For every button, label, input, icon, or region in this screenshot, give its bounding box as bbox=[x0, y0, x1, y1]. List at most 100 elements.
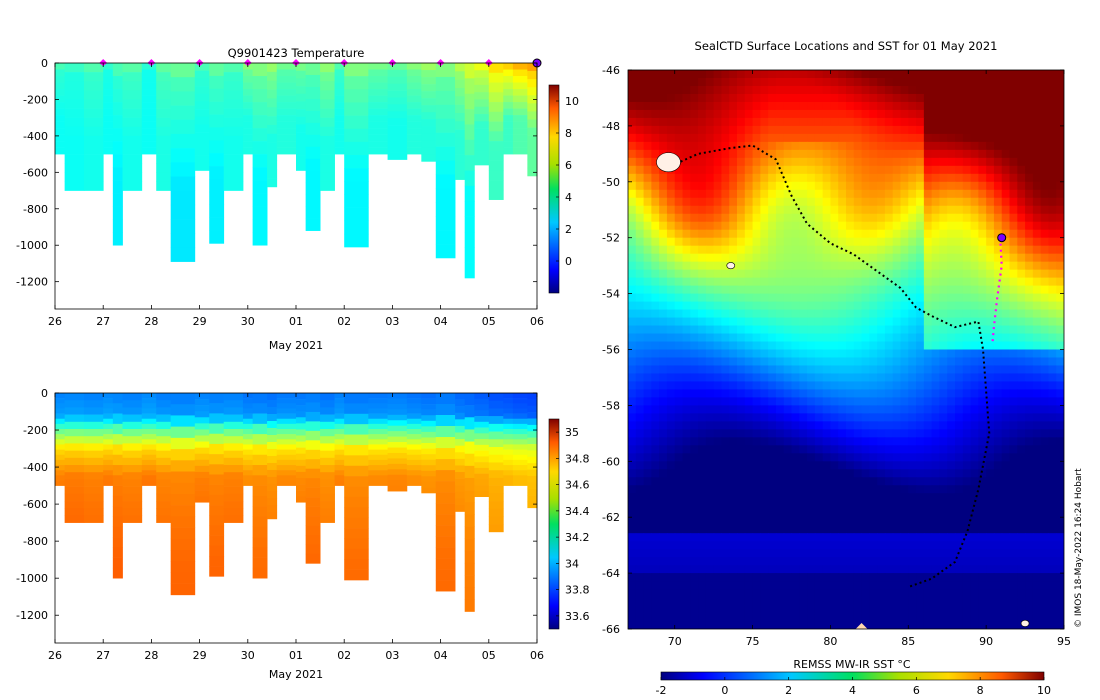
sst-cell bbox=[1056, 485, 1064, 494]
sst-cell bbox=[783, 133, 793, 143]
sst-cell bbox=[869, 85, 878, 95]
sst-cell bbox=[978, 173, 987, 183]
sst-cell bbox=[674, 405, 684, 414]
sst-cell bbox=[869, 557, 878, 566]
sst-cell bbox=[986, 213, 995, 223]
sst-cell bbox=[1025, 93, 1034, 103]
sst-cell bbox=[1017, 485, 1026, 494]
sst-cell bbox=[1032, 173, 1042, 183]
sst-cell bbox=[962, 125, 972, 135]
sst-cell bbox=[970, 325, 979, 335]
sst-cell bbox=[737, 341, 746, 351]
sst-cell bbox=[822, 149, 832, 159]
sst-cell bbox=[939, 477, 948, 486]
temperature-cell bbox=[527, 79, 538, 88]
sst-cell bbox=[1017, 261, 1026, 271]
sst-cell bbox=[1040, 133, 1050, 143]
sst-cell bbox=[861, 85, 870, 95]
sst-cell bbox=[651, 461, 660, 470]
sst-cell bbox=[791, 333, 800, 343]
sst-cell bbox=[931, 349, 941, 359]
sst-cell bbox=[908, 381, 917, 391]
sst-cell bbox=[705, 165, 715, 175]
sst-cell bbox=[986, 565, 995, 574]
sst-cell bbox=[939, 189, 948, 199]
sst-cell bbox=[846, 413, 855, 422]
sst-cell bbox=[1017, 573, 1026, 582]
salinity-cell bbox=[83, 429, 104, 437]
sst-cell bbox=[892, 197, 902, 207]
sst-cell bbox=[737, 421, 746, 430]
sst-cell bbox=[1032, 189, 1042, 199]
sst-cell bbox=[916, 85, 925, 95]
temperature-cell bbox=[252, 115, 268, 129]
salinity-cell bbox=[267, 427, 278, 436]
sst-cell bbox=[955, 165, 964, 175]
salinity-cell bbox=[435, 514, 456, 526]
sst-cell bbox=[884, 357, 894, 367]
sst-cell bbox=[1017, 341, 1026, 351]
temperature-cell bbox=[455, 137, 466, 147]
sst-cell bbox=[822, 229, 832, 239]
sst-cell bbox=[814, 429, 824, 438]
sst-cell bbox=[916, 173, 925, 183]
sst-cell bbox=[900, 109, 909, 119]
salinity-cell bbox=[296, 484, 307, 491]
sst-cell bbox=[737, 285, 746, 295]
sst-cell bbox=[659, 141, 668, 151]
sst-cell bbox=[807, 509, 816, 518]
salinity-cell bbox=[276, 429, 297, 435]
sst-cell bbox=[916, 213, 925, 223]
sst-cell bbox=[970, 485, 979, 494]
sst-cell bbox=[768, 429, 777, 438]
sst-cell bbox=[768, 357, 777, 367]
sst-cell bbox=[744, 205, 754, 215]
salinity-cell bbox=[503, 418, 514, 425]
sst-cell bbox=[737, 517, 746, 526]
temperature-cell bbox=[512, 141, 528, 148]
sst-cell bbox=[768, 133, 777, 143]
sst-cell bbox=[775, 253, 785, 263]
sst-cell bbox=[892, 237, 902, 247]
sst-cell bbox=[635, 541, 645, 550]
x-tick-label: 06 bbox=[530, 649, 544, 662]
sst-cell bbox=[768, 373, 777, 383]
sst-cell bbox=[892, 581, 902, 590]
sst-cell bbox=[775, 317, 785, 327]
sst-cell bbox=[729, 573, 738, 582]
sst-cell bbox=[729, 309, 738, 319]
salinity-cell bbox=[488, 454, 504, 463]
sst-cell bbox=[721, 477, 730, 486]
salinity-cell bbox=[209, 535, 225, 547]
sst-cell bbox=[955, 565, 964, 574]
sst-cell bbox=[861, 517, 870, 526]
sst-cell bbox=[775, 365, 785, 375]
sst-cell bbox=[651, 349, 660, 359]
sst-cell bbox=[628, 213, 637, 223]
salinity-cell bbox=[170, 516, 196, 528]
sst-cell bbox=[814, 70, 824, 79]
temperature-cell bbox=[421, 91, 437, 99]
sst-cell bbox=[1025, 149, 1034, 159]
sst-cell bbox=[1032, 197, 1042, 207]
sst-cell bbox=[830, 437, 839, 446]
temperature-cell bbox=[344, 115, 369, 130]
sst-cell bbox=[783, 477, 793, 486]
sst-cell bbox=[1032, 149, 1042, 159]
sst-cell bbox=[737, 405, 746, 414]
sst-cell bbox=[846, 341, 855, 351]
sst-cell bbox=[838, 101, 847, 111]
sst-cell bbox=[892, 253, 902, 263]
sst-cell bbox=[721, 333, 730, 343]
surfacing-marker bbox=[292, 59, 300, 66]
sst-cell bbox=[923, 517, 933, 526]
temperature-cell bbox=[344, 102, 369, 116]
sst-cell bbox=[993, 245, 1003, 255]
sst-cell bbox=[931, 565, 941, 574]
temperature-cell bbox=[464, 185, 475, 202]
sst-cell bbox=[1017, 413, 1026, 422]
sst-cell bbox=[760, 85, 769, 95]
salinity-cell bbox=[296, 399, 307, 406]
sst-cell bbox=[1025, 205, 1034, 215]
sst-cell bbox=[768, 445, 777, 454]
